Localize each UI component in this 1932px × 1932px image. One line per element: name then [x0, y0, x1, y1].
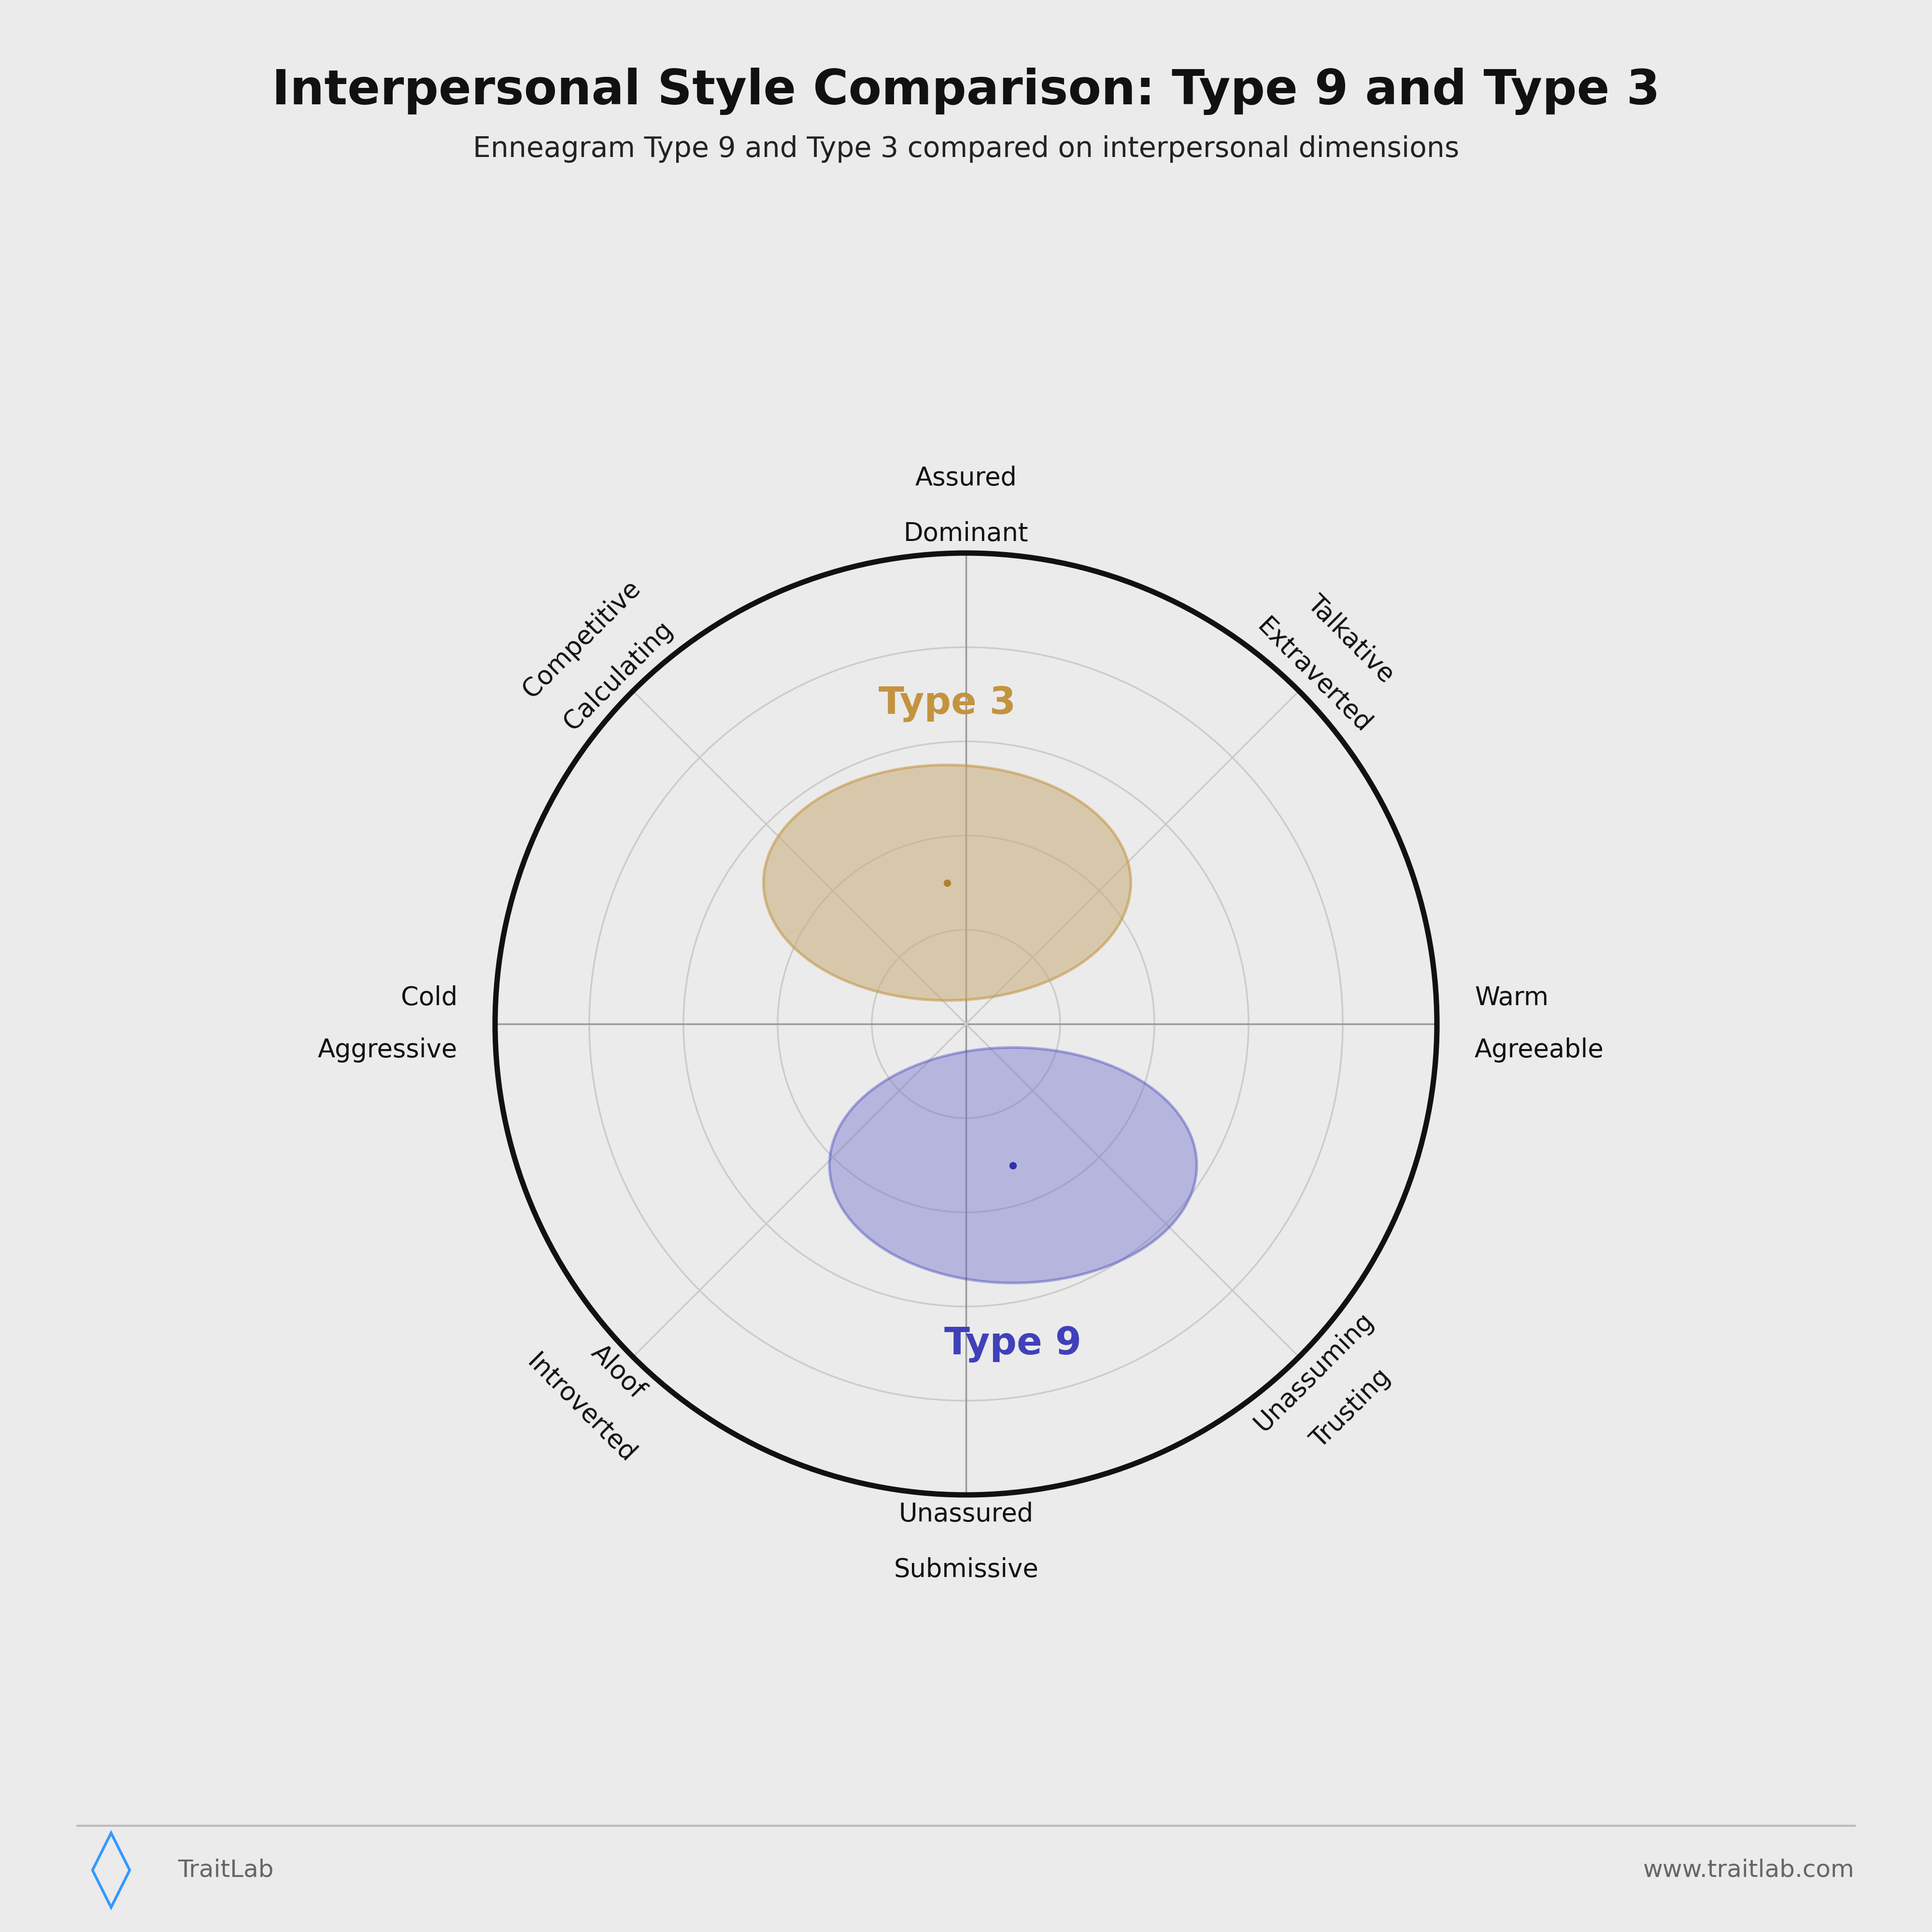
- Text: Competitive: Competitive: [518, 576, 645, 703]
- Text: Warm: Warm: [1474, 985, 1549, 1010]
- Text: Submissive: Submissive: [895, 1557, 1037, 1582]
- Text: Trusting: Trusting: [1306, 1364, 1395, 1453]
- Text: TraitLab: TraitLab: [178, 1859, 274, 1882]
- Text: Agreeable: Agreeable: [1474, 1037, 1604, 1063]
- Text: Assured: Assured: [916, 466, 1016, 491]
- Text: Type 9: Type 9: [945, 1325, 1082, 1362]
- Text: Unassured: Unassured: [898, 1501, 1034, 1526]
- Text: Cold: Cold: [400, 985, 458, 1010]
- Text: Introverted: Introverted: [522, 1349, 641, 1468]
- Text: Aloof: Aloof: [585, 1341, 649, 1405]
- Text: Dominant: Dominant: [904, 522, 1028, 547]
- Ellipse shape: [763, 765, 1130, 1001]
- Text: Calculating: Calculating: [558, 616, 678, 736]
- Text: Talkative: Talkative: [1302, 591, 1399, 688]
- Text: Type 3: Type 3: [879, 686, 1016, 723]
- Text: www.traitlab.com: www.traitlab.com: [1644, 1859, 1855, 1882]
- Text: Enneagram Type 9 and Type 3 compared on interpersonal dimensions: Enneagram Type 9 and Type 3 compared on …: [473, 135, 1459, 162]
- Text: Interpersonal Style Comparison: Type 9 and Type 3: Interpersonal Style Comparison: Type 9 a…: [272, 68, 1660, 116]
- Text: Unassuming: Unassuming: [1250, 1308, 1378, 1435]
- Text: Extraverted: Extraverted: [1252, 614, 1376, 738]
- Ellipse shape: [829, 1047, 1196, 1283]
- Text: Aggressive: Aggressive: [317, 1037, 458, 1063]
